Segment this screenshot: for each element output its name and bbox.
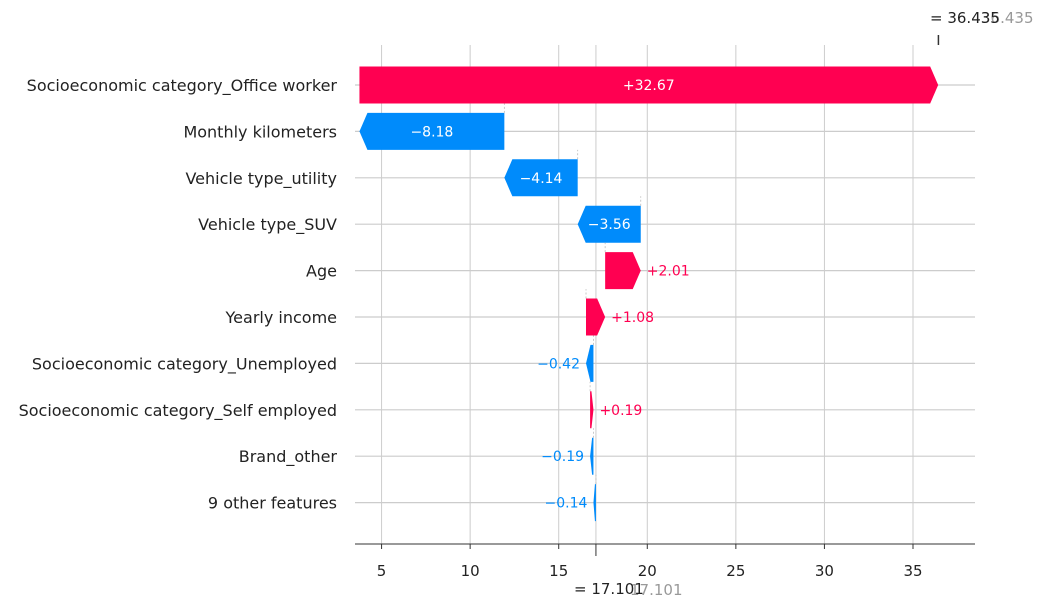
feature-label: Socioeconomic category_Unemployed xyxy=(32,354,337,374)
bar-4 xyxy=(577,205,641,243)
bar-value-label: −8.18 xyxy=(410,124,453,140)
bar-1 xyxy=(359,66,939,104)
feature-label: Socioeconomic category_Office worker xyxy=(27,76,338,96)
final-value-label: = 36.435 xyxy=(930,9,1000,27)
x-tick-label: 20 xyxy=(638,562,657,580)
bar-value-label: −4.14 xyxy=(520,171,563,187)
bar-8 xyxy=(590,391,594,429)
feature-label: Age xyxy=(306,262,337,281)
bar-value-label: −0.19 xyxy=(541,449,584,465)
bar-3 xyxy=(504,159,578,197)
bar-5 xyxy=(605,252,641,290)
bar-value-label: −0.42 xyxy=(537,356,580,372)
feature-label: 9 other features xyxy=(208,494,337,513)
bar-value-label: +0.19 xyxy=(599,403,642,419)
x-tick-label: 10 xyxy=(461,562,480,580)
base-value-ghost-label: 17.101 xyxy=(630,581,683,599)
bar-value-label: +2.01 xyxy=(647,264,690,280)
x-tick-label: 30 xyxy=(815,562,834,580)
feature-label: Brand_other xyxy=(239,447,338,467)
x-tick-label: 25 xyxy=(726,562,745,580)
feature-label: Socioeconomic category_Self employed xyxy=(19,401,337,421)
bar-7 xyxy=(586,344,594,382)
base-value-label: = 17.101 xyxy=(574,580,644,598)
x-tick-label: 15 xyxy=(549,562,568,580)
bar-value-label: −0.14 xyxy=(545,496,588,512)
bar-10 xyxy=(593,484,596,522)
bar-9 xyxy=(590,437,594,475)
feature-label: Vehicle type_SUV xyxy=(198,215,337,235)
x-tick-label: 35 xyxy=(903,562,922,580)
x-tick-label: 5 xyxy=(377,562,387,580)
feature-label: Vehicle type_utility xyxy=(185,169,337,189)
final-value-ghost-label: 36.435 xyxy=(981,9,1034,27)
bar-value-label: +32.67 xyxy=(623,78,675,94)
bar-value-label: +1.08 xyxy=(611,310,654,326)
bar-2 xyxy=(359,112,505,150)
feature-label: Monthly kilometers xyxy=(183,122,337,141)
bar-value-label: −3.56 xyxy=(588,217,631,233)
feature-label: Yearly income xyxy=(225,308,337,327)
bar-6 xyxy=(586,298,606,336)
